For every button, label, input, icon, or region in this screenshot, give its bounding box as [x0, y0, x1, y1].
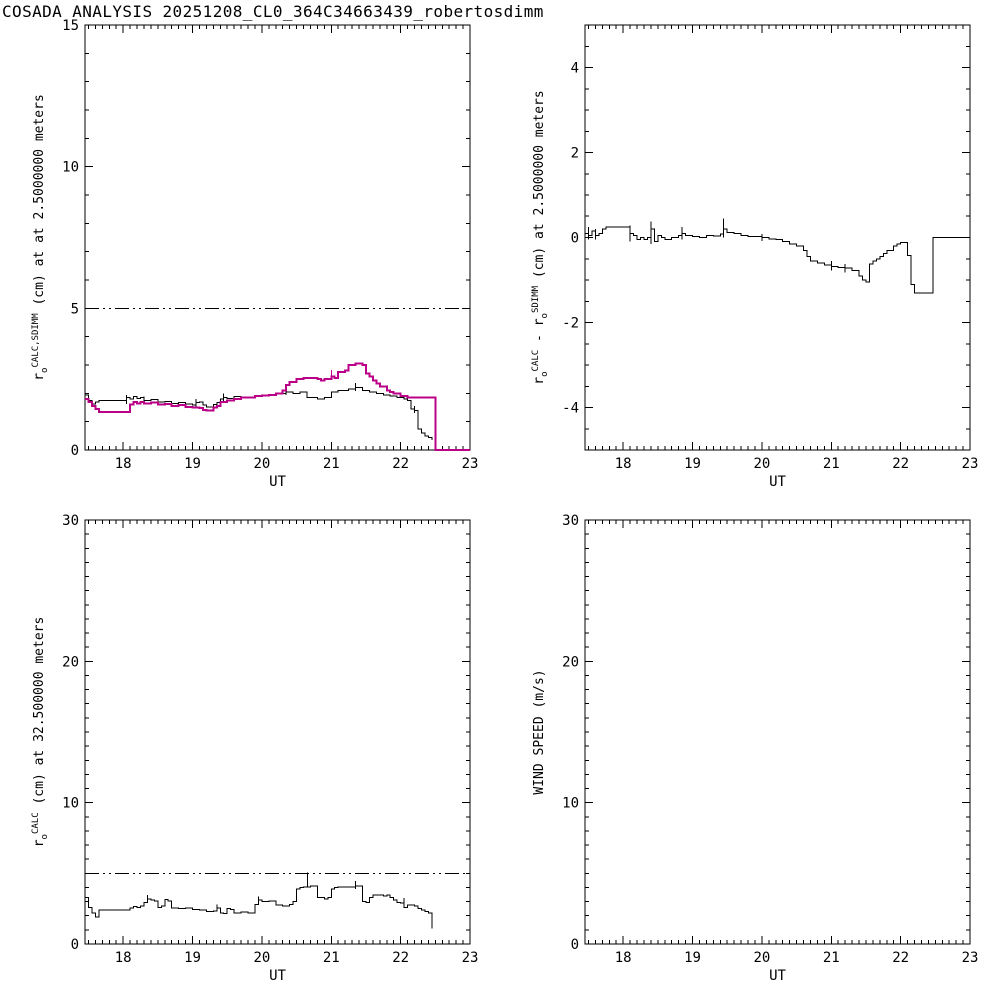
- y-tick-label: 15: [62, 18, 79, 34]
- series-line-r0-2p5m-sdimm: [85, 362, 470, 451]
- x-tick-label: 20: [753, 456, 770, 472]
- axis-ticks-r0-2p5m: [85, 24, 471, 451]
- x-axis-title-r0diff-2p5m: UT: [769, 474, 786, 490]
- axes-frame-r0-2p5m: [84, 24, 471, 451]
- y-tick-label: 30: [62, 513, 79, 529]
- y-tick-label: 0: [71, 443, 79, 459]
- series-line-r0diff-2p5m-calc: [585, 226, 970, 294]
- plot-r0-32p5m: 18 19 20 21 22 23 0 10 20 30 UT roCALC (cm) at 32.5…: [31, 513, 478, 984]
- x-tick-label: 19: [184, 456, 201, 472]
- y-tick-label: 0: [571, 937, 579, 953]
- plot-r0diff-2p5m: 18 19 20 21 22 23 -4 -2 0 2 4 UT roCALC - roSDIMM (c…: [531, 24, 979, 490]
- x-tick-label: 19: [684, 456, 701, 472]
- y-tick-label: 20: [562, 654, 579, 670]
- y-tick-label: 10: [562, 796, 579, 812]
- y-tick-label: 10: [62, 160, 79, 176]
- axes-frame-wind: [584, 519, 971, 945]
- error-bars-calc: [84, 872, 405, 911]
- x-tick-label: 23: [962, 950, 979, 966]
- x-tick-label: 21: [823, 950, 840, 966]
- y-tick-label: 10: [62, 796, 79, 812]
- x-tick-label: 23: [962, 456, 979, 472]
- plot-wind: 18 19 20 21 22 23 0 10 20 30 UT WIND SPEED (m/s): [532, 513, 978, 984]
- x-tick-label: 22: [392, 950, 409, 966]
- x-tick-label: 18: [115, 950, 132, 966]
- x-tick-label: 20: [753, 950, 770, 966]
- x-tick-label: 21: [323, 456, 340, 472]
- axes-frame-r0-32p5m: [84, 519, 471, 945]
- x-tick-label: 21: [823, 456, 840, 472]
- figure-title: COSADA ANALYSIS 20251208_CL0_364C3466343…: [2, 2, 544, 21]
- y-axis-title-r0diff-2p5m: roCALC - roSDIMM (cm) at 2.5000000 meter…: [531, 90, 550, 384]
- plot-r0-2p5m: 18 19 20 21 22 23 0 5 10 15 UT roCALC,SDIMM (cm) at…: [31, 18, 478, 490]
- x-axis-title-r0-2p5m: UT: [269, 474, 286, 490]
- y-tick-label: 4: [571, 61, 579, 77]
- y-axis-title-wind: WIND SPEED (m/s): [532, 669, 547, 794]
- x-tick-label: 19: [684, 950, 701, 966]
- y-axis-title-r0-2p5m: roCALC,SDIMM (cm) at at 2.5000000 meters: [31, 94, 50, 381]
- x-axis-title-wind: UT: [769, 968, 786, 984]
- y-tick-label: -4: [562, 401, 579, 417]
- axis-ticks-wind: [585, 519, 971, 945]
- axis-ticks-r0diff-2p5m: [585, 24, 971, 451]
- x-tick-label: 22: [892, 950, 909, 966]
- x-tick-label: 18: [115, 456, 132, 472]
- x-tick-label: 18: [615, 456, 632, 472]
- x-tick-label: 22: [892, 456, 909, 472]
- x-tick-label: 20: [253, 456, 270, 472]
- x-tick-label: 20: [253, 950, 270, 966]
- x-tick-label: 18: [615, 950, 632, 966]
- x-tick-label: 19: [184, 950, 201, 966]
- y-tick-label: 5: [71, 301, 79, 317]
- series-line-r0-32p5m-calc: [85, 885, 433, 929]
- x-tick-label: 23: [462, 456, 479, 472]
- y-axis-title-r0-32p5m: roCALC (cm) at 32.500000 meters: [31, 617, 50, 848]
- axis-ticks-r0-32p5m: [85, 519, 471, 945]
- y-tick-label: 0: [571, 231, 579, 247]
- x-axis-title-r0-32p5m: UT: [269, 968, 286, 984]
- y-tick-label: 30: [562, 513, 579, 529]
- x-tick-label: 22: [392, 456, 409, 472]
- x-tick-label: 21: [323, 950, 340, 966]
- y-tick-label: -2: [562, 316, 579, 332]
- y-tick-label: 0: [71, 937, 79, 953]
- y-tick-label: 20: [62, 654, 79, 670]
- y-tick-label: 2: [571, 146, 579, 162]
- x-tick-label: 23: [462, 950, 479, 966]
